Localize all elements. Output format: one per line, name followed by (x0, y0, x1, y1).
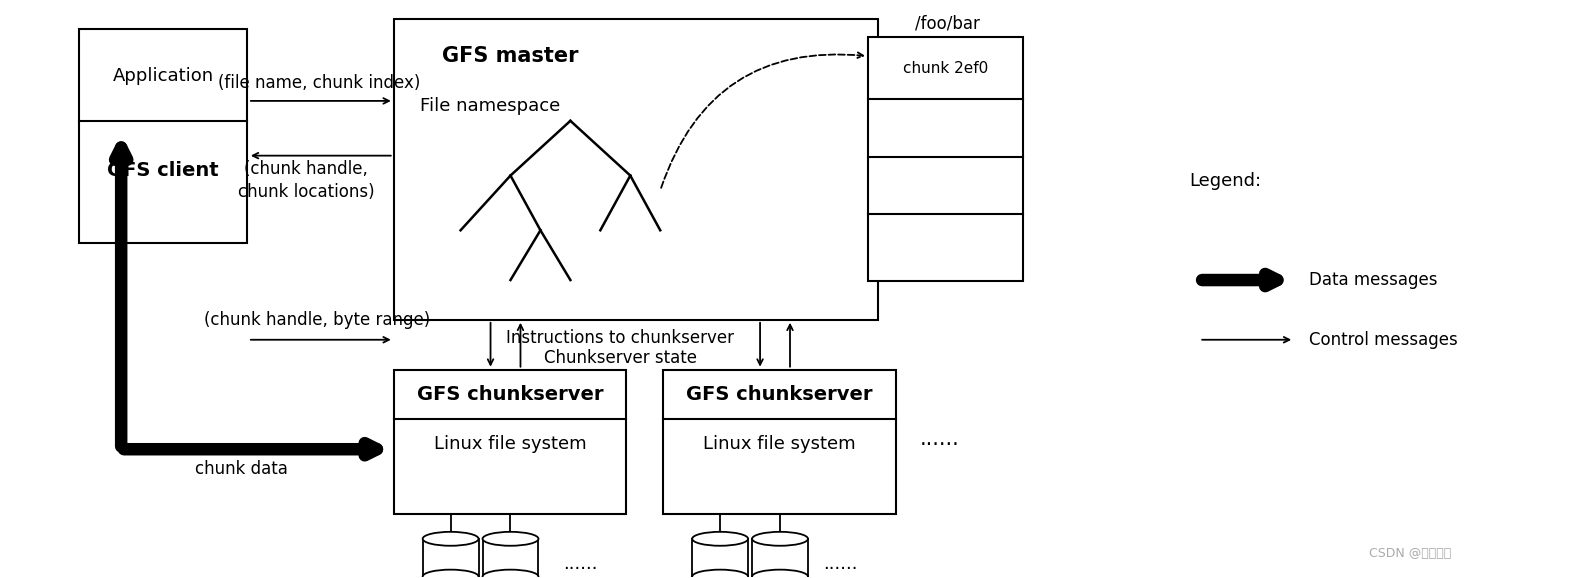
Bar (80, 29, 246, 243)
Ellipse shape (482, 532, 539, 546)
Text: GFS chunkserver: GFS chunkserver (417, 385, 603, 404)
Text: CSDN @猎猎风中: CSDN @猎猎风中 (1369, 547, 1452, 560)
Text: Linux file system: Linux file system (434, 435, 587, 453)
Ellipse shape (482, 570, 539, 578)
Text: Application: Application (113, 67, 213, 85)
Text: chunk 2ef0: chunk 2ef0 (903, 61, 989, 76)
Ellipse shape (692, 570, 747, 578)
Ellipse shape (423, 532, 479, 546)
Bar (868, 37, 1022, 281)
Text: GFS master: GFS master (442, 46, 579, 66)
Bar (394, 19, 878, 320)
Text: (chunk handle,
chunk locations): (chunk handle, chunk locations) (237, 160, 374, 201)
Ellipse shape (692, 532, 747, 546)
Ellipse shape (752, 532, 808, 546)
Text: Linux file system: Linux file system (703, 435, 855, 453)
Text: GFS client: GFS client (107, 161, 219, 180)
Text: ......: ...... (563, 555, 598, 573)
Text: chunk data: chunk data (194, 460, 288, 478)
Text: Control messages: Control messages (1309, 331, 1458, 349)
Text: GFS chunkserver: GFS chunkserver (687, 385, 873, 404)
Text: /foo/bar: /foo/bar (914, 14, 979, 32)
Text: Instructions to chunkserver: Instructions to chunkserver (506, 329, 735, 347)
Text: (file name, chunk index): (file name, chunk index) (218, 74, 420, 92)
Bar (394, 369, 626, 514)
Ellipse shape (752, 570, 808, 578)
Text: Chunkserver state: Chunkserver state (544, 349, 696, 366)
Text: (chunk handle, byte range): (chunk handle, byte range) (204, 311, 429, 329)
Text: File namespace: File namespace (420, 97, 561, 115)
Text: ......: ...... (921, 429, 960, 449)
Ellipse shape (423, 570, 479, 578)
Text: ......: ...... (822, 555, 857, 573)
Text: Data messages: Data messages (1309, 271, 1437, 289)
Text: Legend:: Legend: (1189, 172, 1261, 190)
Bar (663, 369, 895, 514)
